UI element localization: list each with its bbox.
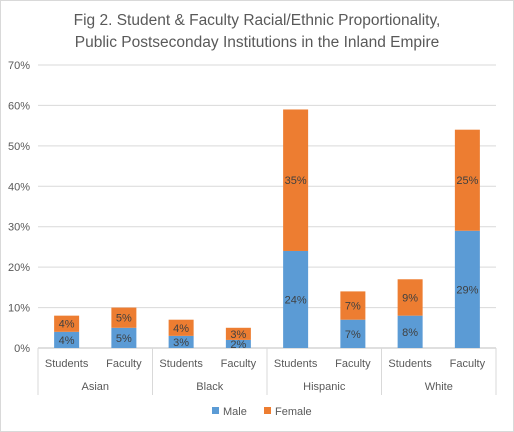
data-label-female: 25% [456, 175, 478, 187]
data-label-female: 4% [59, 319, 75, 331]
bar-male [168, 335, 194, 348]
x-subcategory-label: Students [159, 358, 203, 370]
legend-swatch [264, 407, 271, 414]
data-label-female: 35% [285, 175, 307, 187]
bar-male [54, 331, 80, 348]
bar-female [454, 129, 480, 231]
bar-male [111, 327, 137, 348]
bar-female [54, 315, 80, 332]
data-label-female: 4% [173, 323, 189, 335]
y-tick-label: 50% [8, 141, 30, 153]
y-tick-label: 60% [8, 100, 30, 112]
bar-male [225, 339, 251, 348]
data-label-male: 7% [345, 329, 361, 341]
data-label-female: 3% [230, 329, 246, 341]
data-label-female: 9% [402, 292, 418, 304]
data-label-male: 4% [59, 335, 75, 347]
chart-title-line-1: Fig 2. Student & Faculty Racial/Ethnic P… [73, 12, 441, 29]
bar-female [283, 109, 309, 251]
x-subcategory-label: Faculty [106, 358, 142, 370]
data-label-male: 8% [402, 327, 418, 339]
legend-swatch [212, 407, 219, 414]
data-label-male: 24% [285, 294, 307, 306]
bar-female [168, 319, 194, 336]
x-subcategory-label: Faculty [450, 358, 486, 370]
x-subcategory-label: Students [274, 358, 318, 370]
data-label-female: 5% [116, 313, 132, 325]
x-group-label: Asian [81, 381, 109, 393]
bar-male [397, 315, 423, 348]
bar-male [454, 230, 480, 348]
y-tick-label: 30% [8, 222, 30, 234]
legend-label: Male [223, 406, 247, 418]
legend-label: Female [275, 406, 312, 418]
bar-male [340, 319, 366, 348]
y-tick-label: 40% [8, 181, 30, 193]
chart-title: Fig 2. Student & Faculty Racial/Ethnic P… [0, 10, 514, 54]
data-label-male: 3% [173, 337, 189, 349]
data-label-male: 29% [456, 284, 478, 296]
y-tick-label: 0% [14, 343, 30, 355]
bar-female [111, 307, 137, 328]
x-group-label: White [425, 381, 453, 393]
x-subcategory-label: Students [388, 358, 432, 370]
data-label-male: 2% [230, 339, 246, 351]
data-label-male: 5% [116, 333, 132, 345]
x-group-label: Black [196, 381, 223, 393]
bar-female [340, 291, 366, 320]
bar-male [283, 250, 309, 348]
y-tick-label: 70% [8, 60, 30, 72]
x-group-label: Hispanic [303, 381, 346, 393]
bar-female [397, 279, 423, 316]
x-subcategory-label: Faculty [221, 358, 257, 370]
y-tick-label: 20% [8, 262, 30, 274]
x-subcategory-label: Faculty [335, 358, 371, 370]
data-label-female: 7% [345, 301, 361, 313]
y-tick-label: 10% [8, 303, 30, 315]
x-subcategory-label: Students [45, 358, 89, 370]
chart-title-line-2: Public Postseconday Institutions in the … [74, 34, 440, 51]
bar-female [225, 327, 251, 340]
